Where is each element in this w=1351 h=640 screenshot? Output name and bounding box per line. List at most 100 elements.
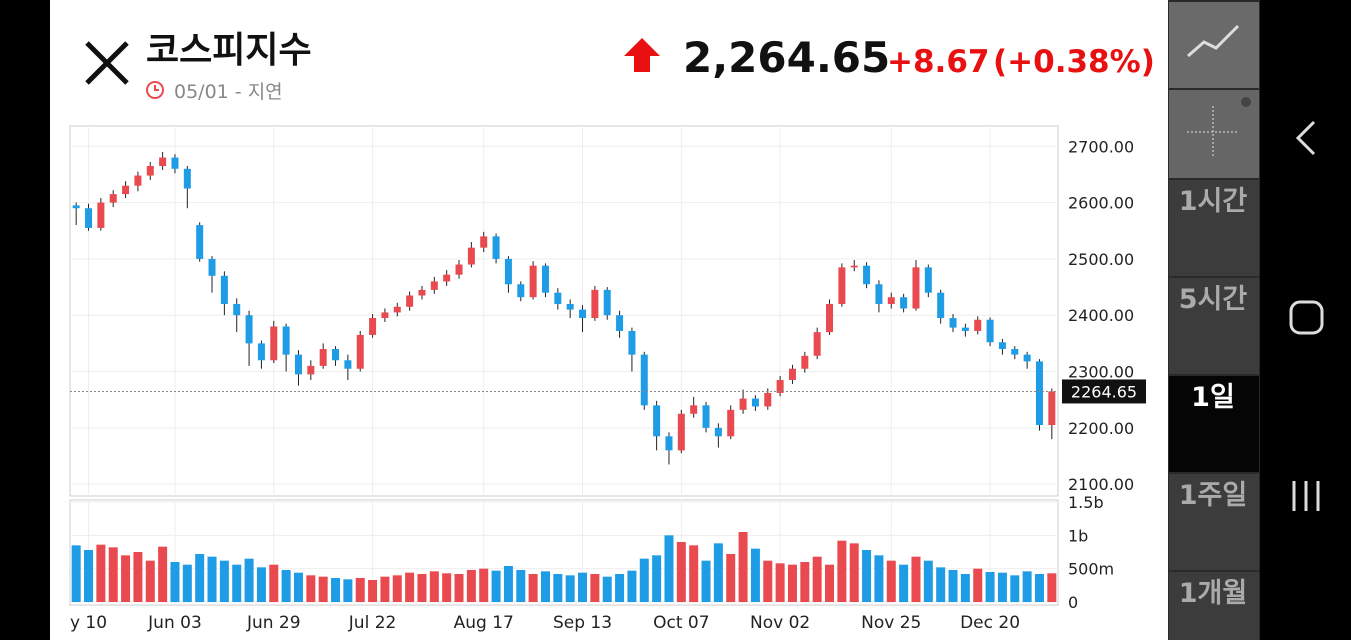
volume-bar [738,532,748,602]
candle-body [628,330,636,355]
price-frame [69,125,1059,497]
volume-bar [380,576,390,602]
volume-bar [923,560,933,602]
candle-body [900,297,908,309]
volume-bar [1022,571,1032,602]
y-tick-label: 2400.00 [1068,306,1134,325]
back-button[interactable] [1295,120,1316,156]
volume-bar [516,570,526,602]
x-tick-label: Jun 29 [246,613,301,633]
x-tick-label: Jun 03 [147,613,202,633]
x-tick-label: Oct 07 [653,613,709,633]
volume-bar [417,574,427,602]
candle-body [640,354,648,406]
volume-bar [108,547,118,602]
volume-bar [133,552,143,602]
candle-body [97,202,105,228]
candle-body [579,309,587,319]
volume-bar [726,554,736,602]
volume-bar [664,535,674,602]
candle-body [924,267,932,293]
volume-bar [1047,573,1057,602]
x-tick-label: Sep 13 [553,613,612,633]
candle-body [887,297,895,304]
candle-body [541,265,549,293]
volume-bar [639,558,649,602]
candle-body [603,289,611,316]
volume-bar [145,560,155,602]
crosshair-icon [1187,106,1239,158]
period-button[interactable] [1169,572,1259,640]
period-button[interactable] [1169,278,1259,374]
volume-bar [442,573,452,602]
volume-bar [318,576,328,602]
period-label: 1주일 [1179,480,1247,511]
candle-body [208,258,216,276]
volume-bar [565,575,575,602]
change: +8.67 [887,44,989,80]
candle-body [653,405,661,437]
volume-bar [578,572,588,602]
candle-body [183,168,191,189]
volume-bar [997,572,1007,602]
candle-body [529,265,537,298]
volume-bar [96,544,106,602]
candle-body [443,274,451,282]
period-button[interactable] [1169,180,1259,276]
volume-bar [466,570,476,602]
candle-body [912,267,920,309]
volume-bar [911,556,921,602]
period-label: 1개월 [1179,578,1247,609]
home-button[interactable] [1289,300,1324,335]
candle-body [591,289,599,319]
candle-body [504,258,512,285]
clock-icon [146,81,164,99]
y-tick-label: 1.5b [1068,493,1104,512]
candle-body [665,436,673,451]
candle-body [245,315,253,344]
volume-bar [343,579,353,602]
volume-bar [886,560,896,602]
candle-body [393,306,401,313]
volume-bar [849,543,859,602]
y-tick-label: 2100.00 [1068,475,1134,494]
candle-body [826,303,834,333]
period-button[interactable] [1169,376,1259,472]
candle-body [751,398,759,407]
period-label: 1일 [1191,382,1235,413]
volume-bar [429,571,439,602]
candle-body [690,405,698,414]
period-button[interactable] [1169,474,1259,570]
volume-bar [800,562,810,602]
candle-body [319,349,327,366]
period-label: 1시간 [1179,186,1248,217]
candle-body [764,392,772,407]
candle-body [109,194,117,203]
volume-bar [269,564,279,602]
y-tick-label: 2600.00 [1068,194,1134,213]
close-button[interactable] [85,41,129,85]
candle-body [1048,391,1056,426]
volume-bar [763,560,773,602]
candle-body [85,208,93,228]
candle-body [702,405,710,428]
y-tick-label: 500m [1068,560,1114,579]
volume-bar [713,543,723,602]
candle-body [986,319,994,343]
candle-body [257,343,265,361]
volume-bar [602,576,612,602]
volume-bar [775,563,785,602]
volume-bar [244,558,254,602]
volume-bar [219,560,229,602]
candle-body [961,327,969,331]
candle-body [517,284,525,298]
volume-bar [392,575,402,602]
period-label: 5시간 [1179,284,1248,315]
recents-button[interactable] [1292,481,1320,511]
volume-bar [331,578,341,602]
last-price-label: 2264.65 [1071,382,1137,401]
volume-frame [69,499,1059,606]
line-chart-button[interactable] [1169,2,1259,88]
candle-body [159,157,167,166]
volume-bar [627,570,637,602]
